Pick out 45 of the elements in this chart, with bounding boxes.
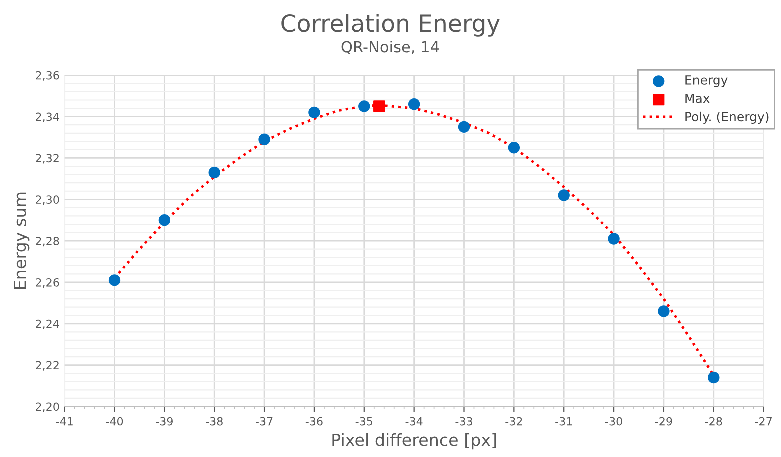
legend-label: Max xyxy=(686,94,710,104)
x-tick-label: -27 xyxy=(755,417,772,426)
x-tick-label: -39 xyxy=(156,417,173,426)
point xyxy=(458,121,470,134)
chart-subtitle: QR-Noise, 14 xyxy=(342,40,440,55)
point xyxy=(658,306,670,318)
point xyxy=(308,106,320,119)
point xyxy=(708,372,720,384)
point xyxy=(108,274,121,286)
y-tick-label: 2,20 xyxy=(36,402,60,412)
x-tick-label: -40 xyxy=(106,417,124,426)
y-tick-label: 2,22 xyxy=(36,361,59,371)
y-tick-label: 2,30 xyxy=(36,196,60,206)
x-tick-label: -33 xyxy=(456,417,472,426)
point xyxy=(408,98,420,110)
x-axis-title: Pixel difference [px] xyxy=(332,433,496,450)
point xyxy=(258,134,270,146)
x-tick-label: -32 xyxy=(506,417,522,426)
x-tick-label: -35 xyxy=(356,417,372,426)
y-tick-label: 2,32 xyxy=(36,154,59,164)
point xyxy=(358,100,370,112)
x-tick-label: -30 xyxy=(606,417,622,426)
point xyxy=(158,214,171,226)
x-tick-label: -28 xyxy=(705,417,722,426)
y-tick-label: 2,34 xyxy=(36,112,60,122)
x-tick-label: -41 xyxy=(56,417,73,426)
y-tick-label: 2,28 xyxy=(36,237,60,247)
point xyxy=(208,166,220,179)
legend-label: Poly. (Energy) xyxy=(686,112,769,124)
x-tick-label: -34 xyxy=(406,417,423,426)
x-tick-label: -38 xyxy=(206,417,223,426)
x-tick-label: -29 xyxy=(655,417,672,426)
x-tick-label: -37 xyxy=(256,417,273,426)
point xyxy=(374,100,386,112)
point xyxy=(608,233,620,245)
x-tick-label: -31 xyxy=(556,417,572,426)
y-tick-label: 2,36 xyxy=(36,71,60,81)
chart-title: Correlation Energy xyxy=(282,14,500,37)
y-tick-label: 2,24 xyxy=(36,320,60,330)
point xyxy=(558,190,570,202)
y-tick-label: 2,26 xyxy=(36,278,60,288)
legend-label: Energy xyxy=(686,76,728,88)
x-tick-label: -36 xyxy=(306,417,323,426)
y-axis-title: Energy sum xyxy=(14,192,30,289)
point xyxy=(508,142,520,154)
